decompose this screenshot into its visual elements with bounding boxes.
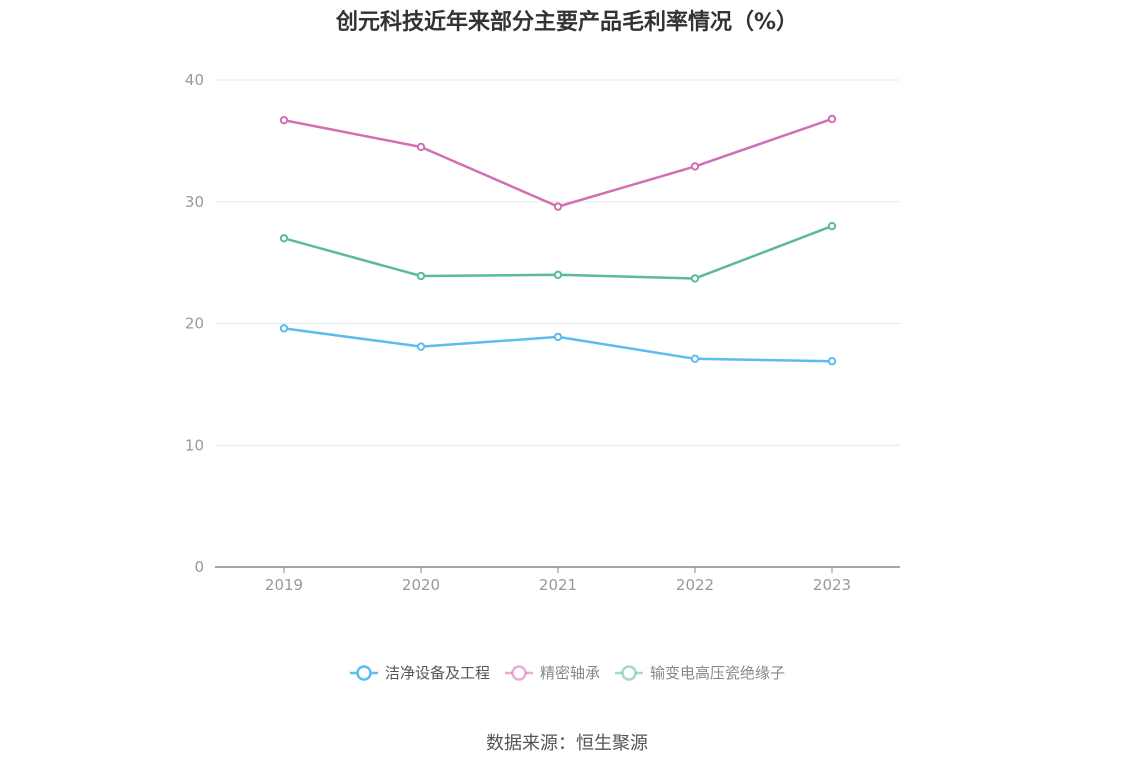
grid-lines [215, 79, 900, 446]
data-point[interactable] [279, 234, 289, 243]
data-point[interactable] [279, 115, 289, 125]
data-point[interactable] [827, 357, 837, 366]
source-note: 数据来源：恒生聚源 [486, 733, 648, 754]
data-point[interactable] [553, 270, 563, 279]
data-point[interactable] [827, 114, 837, 124]
legend-swatch [504, 664, 533, 681]
series-line-1 [283, 117, 833, 208]
axes: 0 10 20 30 40 2019 2020 2021 2022 2023 [185, 71, 900, 594]
y-tick-label: 10 [185, 436, 204, 454]
legend-label: 精密轴承 [539, 664, 600, 682]
data-point[interactable] [416, 142, 426, 152]
legend-label: 洁净设备及工程 [384, 664, 490, 682]
x-tick-label: 2021 [539, 576, 577, 594]
legend-item-2[interactable]: 输变电高压瓷绝缘子 [614, 662, 785, 683]
legend-label: 输变电高压瓷绝缘子 [650, 664, 786, 682]
data-point[interactable] [416, 271, 426, 281]
legend-item-1[interactable]: 精密轴承 [504, 662, 600, 683]
data-point[interactable] [279, 324, 289, 333]
x-tick-label: 2019 [265, 576, 303, 594]
legend-item-0[interactable]: 洁净设备及工程 [349, 662, 490, 683]
y-tick-label: 0 [194, 558, 204, 576]
data-point[interactable] [553, 332, 563, 342]
legend: 洁净设备及工程 精密轴承 输变电高压瓷绝缘子 [0, 662, 1134, 683]
x-tick-label: 2023 [813, 576, 851, 594]
y-tick-label: 20 [185, 315, 204, 333]
data-point[interactable] [690, 274, 700, 283]
y-tick-label: 40 [185, 71, 204, 89]
x-tick-label: 2022 [676, 576, 714, 594]
data-point[interactable] [690, 162, 700, 171]
y-tick-label: 30 [185, 193, 204, 211]
chart-title: 创元科技近年来部分主要产品毛利率情况（%） [335, 10, 799, 35]
data-point[interactable] [416, 342, 426, 351]
data-point[interactable] [690, 354, 700, 364]
series-lines [279, 114, 837, 366]
x-tick-label: 2020 [402, 576, 440, 594]
legend-swatch [349, 664, 378, 681]
data-point[interactable] [827, 221, 837, 231]
legend-swatch [615, 664, 643, 681]
series-line-2 [283, 224, 833, 280]
data-point[interactable] [553, 202, 563, 211]
